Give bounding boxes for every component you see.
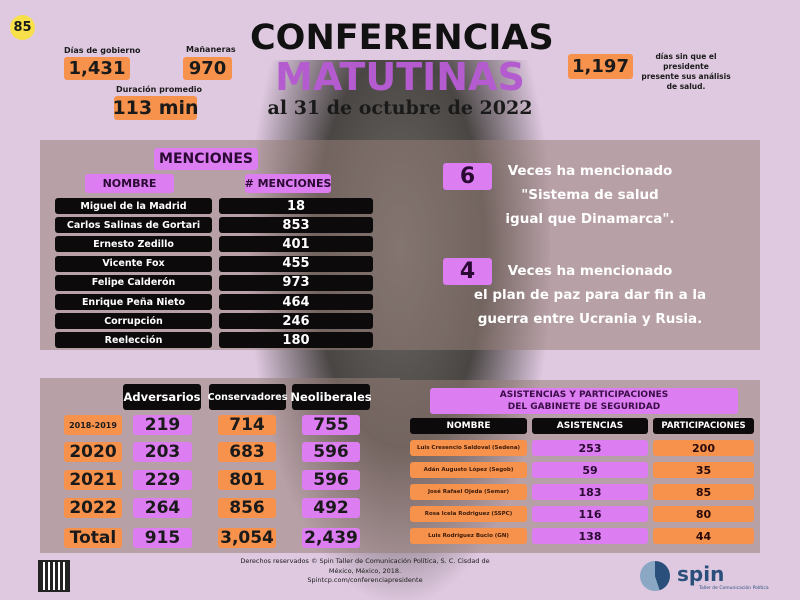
- adversarios-header: Neoliberales: [290, 384, 372, 410]
- mencion-name: Enrique Peña Nieto: [55, 294, 212, 310]
- neoliberales-value: 492: [302, 498, 360, 518]
- mencion-count: 180: [219, 332, 373, 349]
- fact-line: Veces ha mencionado: [507, 263, 673, 279]
- conservadores-value: 3,054: [218, 528, 276, 548]
- participaciones-value: 44: [653, 528, 754, 544]
- footer-line: Spintcp.com/conferenciapresidente: [307, 576, 423, 584]
- mencion-count: 246: [219, 313, 373, 330]
- mencion-count: 401: [219, 236, 373, 253]
- mencion-name: Miguel de la Madrid: [55, 198, 212, 214]
- mencion-count: 18: [219, 198, 373, 214]
- mananeras-label: Mañaneras: [186, 45, 236, 54]
- mencion-name: Carlos Salinas de Gortari: [55, 217, 212, 234]
- participaciones-value: 85: [653, 484, 754, 500]
- gabinete-title: ASISTENCIAS Y PARTICIPACIONES DEL GABINE…: [430, 388, 738, 414]
- mencion-count: 464: [219, 294, 373, 310]
- salud-text-line: de salud.: [666, 82, 706, 91]
- adversarios-header: Conservadores: [208, 384, 287, 410]
- year-label: 2020: [64, 442, 122, 462]
- fact-line: igual que Dinamarca".: [505, 211, 675, 227]
- participaciones-value: 35: [653, 462, 754, 478]
- mencion-name: Ernesto Zedillo: [55, 236, 212, 253]
- dias-value: 1,431: [64, 57, 130, 80]
- mencion-count: 455: [219, 255, 373, 272]
- page-number-badge: 85: [10, 15, 35, 40]
- mencion-count: 973: [219, 274, 373, 291]
- conservadores-value: 801: [218, 470, 276, 490]
- footer-line: Derechos reservados © Spin Taller de Com…: [240, 557, 490, 565]
- mencion-count: 853: [219, 217, 373, 234]
- menciones-title: MENCIONES: [154, 148, 258, 170]
- adversarios-value: 219: [133, 415, 192, 435]
- conservadores-value: 683: [218, 442, 276, 462]
- fact-line: "Sistema de salud: [521, 187, 659, 203]
- gabinete-header: PARTICIPACIONES: [653, 418, 754, 434]
- mananeras-value: 970: [183, 57, 232, 80]
- title-line1: CONFERENCIAS: [250, 18, 554, 58]
- dias-label: Días de gobierno: [64, 46, 141, 55]
- asistencias-value: 59: [532, 462, 648, 478]
- adversarios-value: 229: [133, 470, 192, 490]
- salud-value: 1,197: [568, 54, 633, 79]
- asistencias-value: 138: [532, 528, 648, 544]
- title-line2: MATUTINAS: [275, 55, 525, 99]
- asistencias-value: 116: [532, 506, 648, 522]
- salud-text-line: días sin que el presidente: [655, 52, 717, 71]
- adversarios-header: Adversarios: [123, 384, 201, 410]
- menciones-col-name: NOMBRE: [85, 174, 174, 193]
- asistencias-value: 183: [532, 484, 648, 500]
- qr-code: [38, 560, 70, 592]
- mencion-name: Reelección: [55, 332, 212, 349]
- gabinete-name: Luis Cresencio Saldoval (Sedena): [410, 440, 527, 456]
- participaciones-value: 80: [653, 506, 754, 522]
- conservadores-value: 856: [218, 498, 276, 518]
- gabinete-name: Adán Augusto López (Segob): [410, 462, 527, 478]
- duracion-value: 113 min: [112, 96, 199, 120]
- gabinete-name: Luis Rodriguez Bucio (GN): [410, 528, 527, 544]
- neoliberales-value: 596: [302, 442, 360, 462]
- gabinete-header: ASISTENCIAS: [532, 418, 648, 434]
- spin-logo-icon: [640, 561, 670, 591]
- fact-line: Veces ha mencionado: [507, 163, 673, 179]
- asistencias-value: 253: [532, 440, 648, 456]
- gabinete-title-line: ASISTENCIAS Y PARTICIPACIONES: [499, 390, 669, 400]
- mencion-name: Vicente Fox: [55, 255, 212, 272]
- mencion-name: Corrupción: [55, 313, 212, 330]
- salud-text-line: presente sus análisis: [641, 72, 731, 81]
- footer-text: Derechos reservados © Spin Taller de Com…: [240, 557, 490, 586]
- footer-line: México, México, 2018.: [328, 566, 402, 575]
- adversarios-value: 915: [133, 528, 192, 548]
- year-label: 2022: [64, 498, 122, 518]
- duracion-label: Duración promedio: [116, 85, 203, 94]
- neoliberales-value: 755: [302, 415, 360, 435]
- participaciones-value: 200: [653, 440, 754, 456]
- year-label: 2021: [64, 470, 122, 490]
- spin-logo-text: spin: [677, 562, 725, 586]
- gabinete-name: Rosa Icela Rodriguez (SSPC): [410, 506, 527, 522]
- fact-number: 4: [443, 258, 492, 285]
- year-label: 2018-2019: [64, 415, 122, 435]
- adversarios-value: 203: [133, 442, 192, 462]
- fact-line: el plan de paz para dar fin a la: [473, 287, 707, 303]
- fact-number: 6: [443, 163, 492, 190]
- gabinete-name: José Rafael Ojeda (Semar): [410, 484, 527, 500]
- spin-logo-tagline: Taller de Comunicación Política: [699, 586, 769, 591]
- adversarios-value: 264: [133, 498, 192, 518]
- conservadores-value: 714: [218, 415, 276, 435]
- title-date: al 31 de octubre de 2022: [267, 97, 533, 119]
- menciones-col-count: # MENCIONES: [245, 174, 331, 193]
- mencion-name: Felipe Calderón: [55, 274, 212, 291]
- gabinete-header: NOMBRE: [410, 418, 527, 434]
- salud-text: días sin que el presidente presente sus …: [636, 52, 736, 92]
- fact-line: guerra entre Ucrania y Rusia.: [477, 311, 703, 327]
- gabinete-title-line: DEL GABINETE DE SEGURIDAD: [507, 402, 661, 412]
- neoliberales-value: 2,439: [302, 528, 360, 548]
- year-label: Total: [64, 528, 122, 548]
- neoliberales-value: 596: [302, 470, 360, 490]
